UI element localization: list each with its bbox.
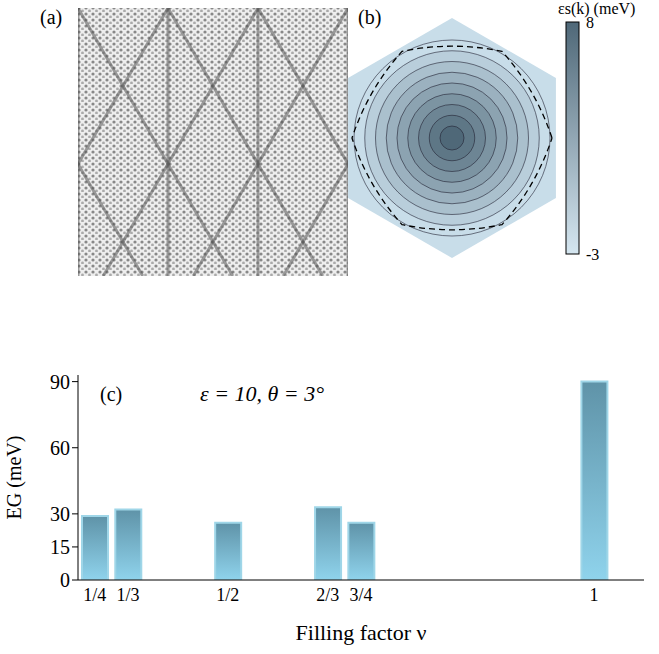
svg-text:(a): (a) (40, 6, 62, 29)
svg-text:εs(k) (meV): εs(k) (meV) (558, 0, 635, 18)
svg-text:2/3: 2/3 (316, 585, 339, 605)
svg-text:3/4: 3/4 (349, 585, 372, 605)
svg-text:1/3: 1/3 (116, 585, 139, 605)
svg-text:-3: -3 (586, 246, 599, 263)
svg-text:60: 60 (50, 437, 70, 459)
svg-text:15: 15 (50, 536, 70, 558)
svg-text:1/4: 1/4 (83, 585, 106, 605)
svg-text:EG (meV): EG (meV) (3, 436, 26, 520)
svg-text:Filling factor ν: Filling factor ν (296, 620, 427, 645)
html-text:ε = 10, θ = 3°: ε = 10, θ = 3° (200, 381, 324, 406)
svg-text:1/2: 1/2 (216, 585, 239, 605)
svg-text:0: 0 (60, 569, 70, 591)
svg-text:30: 30 (50, 503, 70, 525)
svg-text:1: 1 (590, 585, 599, 605)
svg-text:(b): (b) (358, 6, 381, 29)
html-text:(c): (c) (100, 383, 123, 405)
svg-text:90: 90 (50, 371, 70, 393)
svg-text:8: 8 (586, 14, 594, 31)
